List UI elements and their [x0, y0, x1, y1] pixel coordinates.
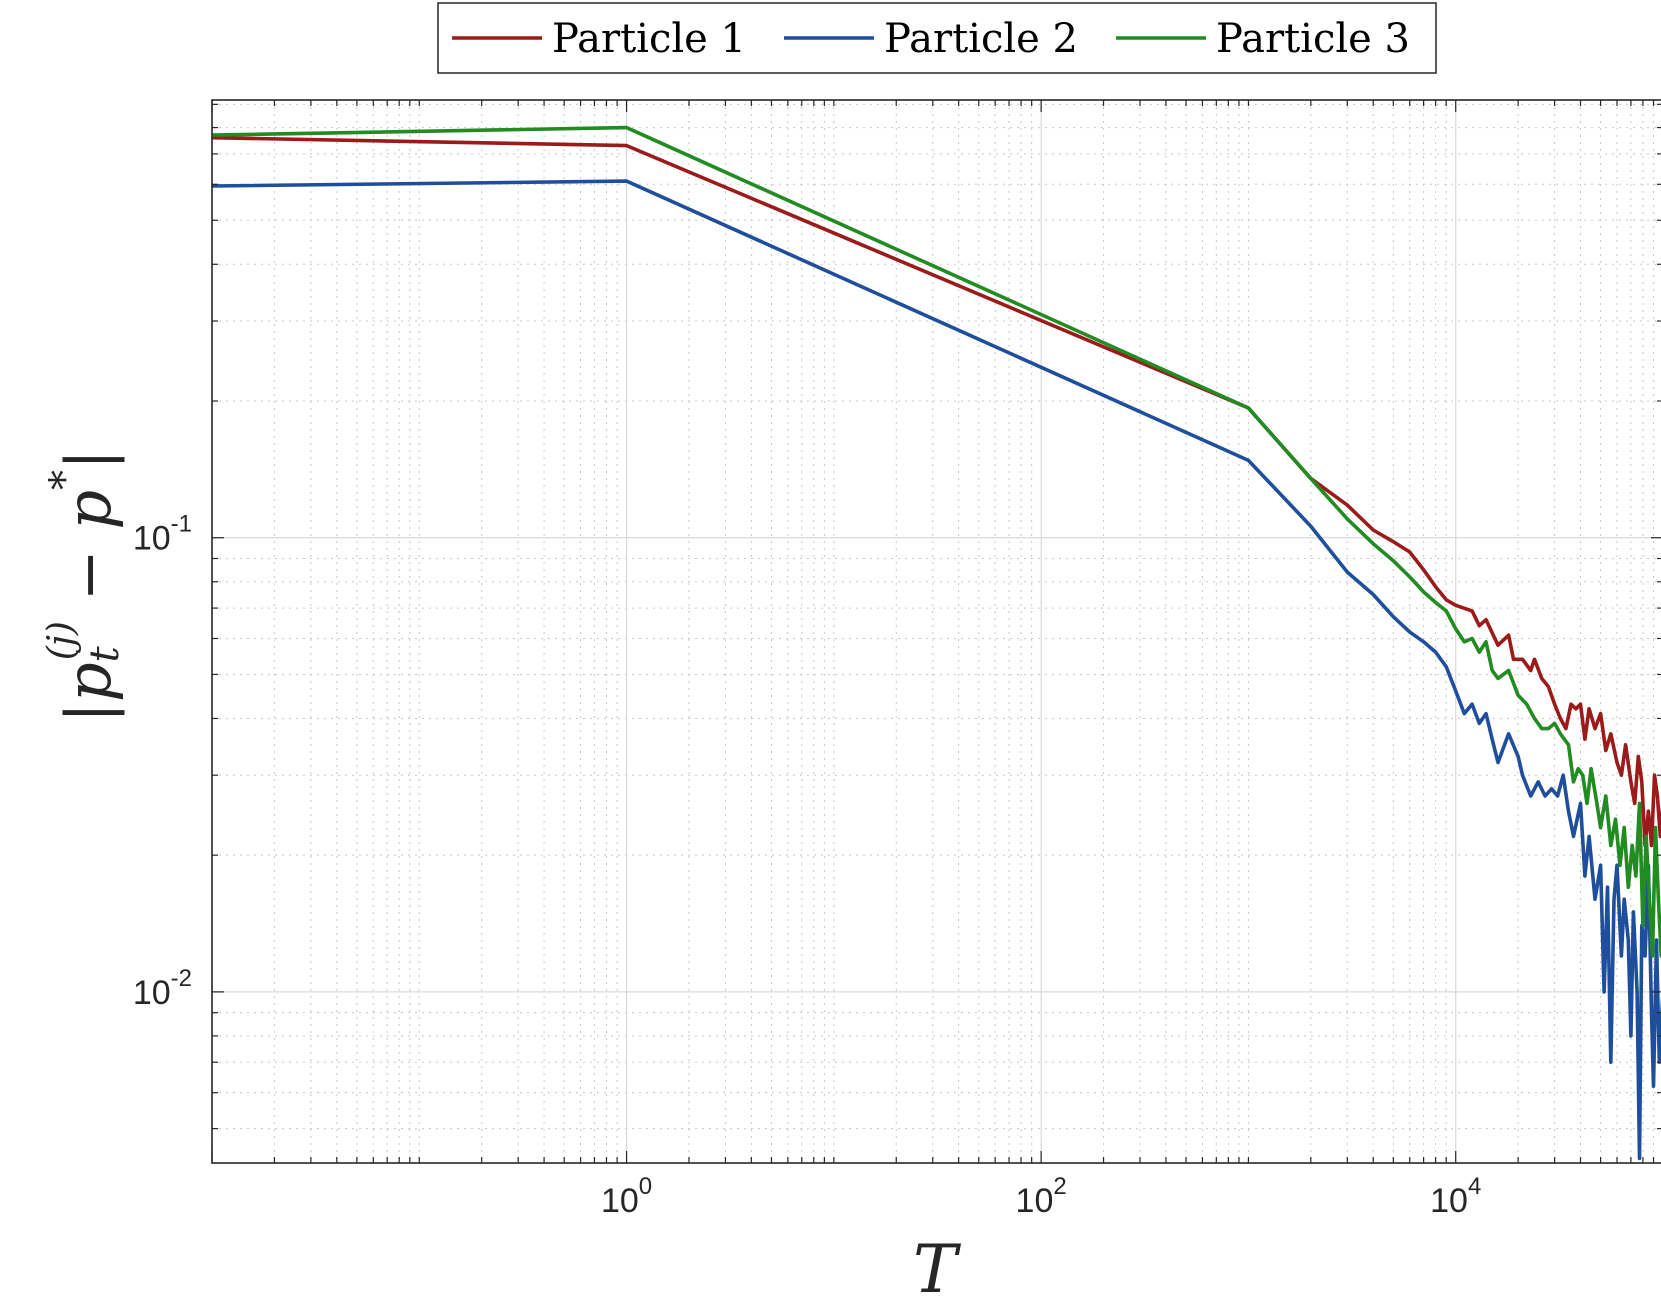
- series-line-particle-1: [212, 135, 1661, 848]
- x-axis-ticks: 100 102 104: [211, 100, 1655, 1220]
- legend-label-particle-2: Particle 2: [884, 16, 1078, 62]
- y-label-target: p: [52, 490, 125, 530]
- plot-area: [212, 125, 1661, 1161]
- y-axis-ticks: 10-1 10-2: [133, 103, 1661, 1130]
- y-label-subscript: t: [82, 645, 128, 662]
- series-line-particle-3: [212, 125, 1661, 958]
- y-tick-label: 10-2: [133, 965, 192, 1012]
- y-axis-label: |pt(j) − p*|: [41, 449, 128, 723]
- x-tick-label: 100: [601, 1173, 652, 1220]
- y-tick-label: 10-1: [133, 511, 192, 558]
- legend-label-particle-1: Particle 1: [552, 16, 746, 62]
- svg-text:|pt(j) − p*|: |pt(j) − p*|: [41, 449, 128, 723]
- y-label-superscript: (j): [41, 621, 82, 660]
- series-line-particle-2: [212, 179, 1661, 1161]
- axes-frame: [211, 99, 1661, 1164]
- y-label-prefix: |p: [52, 662, 125, 723]
- y-label-minus: −: [52, 530, 125, 621]
- x-axis-label: T: [913, 1231, 962, 1306]
- legend-label-particle-3: Particle 3: [1216, 16, 1410, 62]
- legend: Particle 1 Particle 2 Particle 3: [437, 2, 1437, 74]
- y-label-star: *: [42, 470, 88, 490]
- legend-box: [437, 2, 1437, 74]
- x-tick-label: 102: [1016, 1173, 1067, 1220]
- x-tick-label: 104: [1430, 1173, 1481, 1220]
- y-label-suffix: |: [52, 449, 125, 470]
